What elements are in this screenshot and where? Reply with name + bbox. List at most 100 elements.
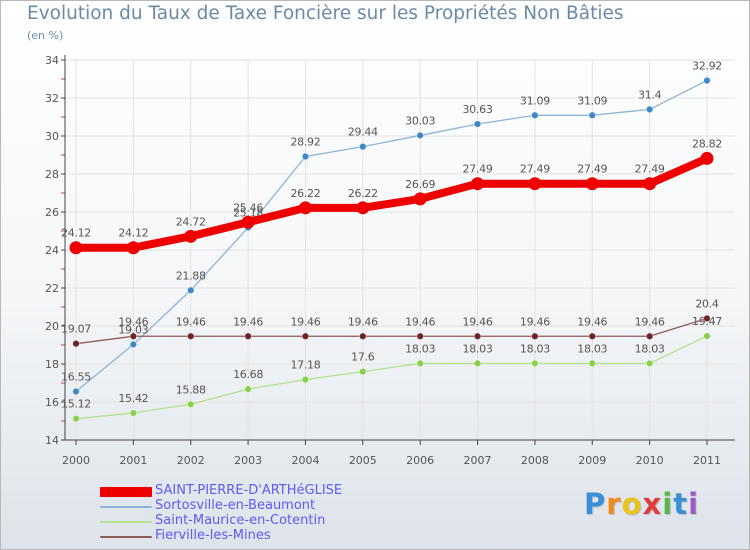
x-tick-label: 2002 <box>177 454 205 467</box>
data-point <box>359 143 367 151</box>
data-label: 19.07 <box>61 323 91 336</box>
logo-letter: i <box>688 487 700 521</box>
data-point <box>298 201 312 215</box>
data-point <box>129 340 137 349</box>
data-point <box>413 192 427 206</box>
data-point <box>588 332 596 340</box>
x-tick-label: 2008 <box>521 454 549 467</box>
data-label: 18.03 <box>577 342 607 355</box>
data-label: 17.6 <box>351 351 375 364</box>
y-tick-label: 28 <box>45 168 59 181</box>
logo-letter: t <box>673 487 689 521</box>
data-label: 17.18 <box>290 359 320 372</box>
chart-title: Evolution du Taux de Taxe Foncière sur l… <box>27 3 624 24</box>
data-point <box>703 76 711 85</box>
legend-label: Fierville-les-Mines <box>155 528 271 543</box>
data-point <box>187 400 195 408</box>
x-tick-label: 2006 <box>406 454 434 467</box>
data-label: 19.46 <box>176 315 206 328</box>
data-label: 26.69 <box>405 178 435 191</box>
data-point <box>184 229 198 243</box>
data-point <box>531 332 539 340</box>
data-point <box>301 332 310 340</box>
data-label: 24.12 <box>61 227 91 240</box>
data-point <box>473 359 482 368</box>
data-point <box>588 359 596 368</box>
data-label: 15.42 <box>118 392 148 405</box>
series-fierville-les-mines: 19.07 19.46 19.46 19.46 19.46 19.46 19.46 19.46… <box>61 297 719 348</box>
data-point <box>72 340 80 348</box>
data-point <box>69 241 83 255</box>
data-point <box>531 359 539 368</box>
legend: SAINT-PIERRE-D'ARTHéGLISE Sortosville-en-… <box>100 483 400 544</box>
data-label: 31.09 <box>577 94 607 107</box>
data-label: 27.49 <box>577 163 607 176</box>
data-point <box>244 385 252 393</box>
series-sortosville-en-beaumont: 16.5519.0321.8825.1828.9229.4430.0330.63… <box>61 60 722 396</box>
data-label: 18.03 <box>405 342 435 355</box>
x-tick-label: 2001 <box>119 454 147 467</box>
x-tick-label: 2007 <box>464 454 492 467</box>
data-label: 31.09 <box>520 94 550 107</box>
series-line <box>75 335 708 420</box>
y-tick-label: 34 <box>45 54 59 67</box>
data-point <box>359 332 367 340</box>
y-tick-label: 16 <box>45 396 59 409</box>
y-tick-label: 14 <box>45 434 59 447</box>
data-point <box>528 177 542 191</box>
data-label: 19.46 <box>290 315 320 328</box>
data-point <box>703 332 711 340</box>
series-line <box>72 154 711 252</box>
y-tick-label: 26 <box>45 206 59 219</box>
data-point <box>416 359 424 368</box>
data-point <box>301 152 310 161</box>
data-point <box>129 332 137 340</box>
y-tick-label: 20 <box>45 320 59 333</box>
data-label: 28.82 <box>692 137 722 150</box>
y-tick-label: 24 <box>45 244 59 257</box>
x-tick-label: 2005 <box>349 454 377 467</box>
data-point <box>646 105 654 113</box>
y-tick-label: 18 <box>45 358 59 371</box>
data-label: 24.12 <box>118 227 148 240</box>
data-point <box>531 111 539 119</box>
x-tick-label: 2003 <box>234 454 262 467</box>
data-label: 18.03 <box>463 342 493 355</box>
series-saint-pierre-d-arth-glise: 24.12 24.12 24.72 25.46 26.22 26.22 26.69 27.49… <box>61 137 722 255</box>
data-label: 20.4 <box>695 297 719 310</box>
legend-label: Sortosville-en-Beaumont <box>155 498 316 513</box>
data-point <box>703 314 711 323</box>
data-label: 19.46 <box>577 315 607 328</box>
legend-label: SAINT-PIERRE-D'ARTHéGLISE <box>155 483 343 498</box>
data-label: 25.46 <box>233 201 263 214</box>
data-point <box>588 111 596 119</box>
data-point <box>244 332 252 340</box>
legend-swatch <box>100 506 152 508</box>
data-label: 19.46 <box>463 315 493 328</box>
data-label: 18.03 <box>520 342 550 355</box>
legend-item: Sortosville-en-Beaumont <box>100 498 400 514</box>
series-line <box>75 79 708 393</box>
logo-letter: o <box>621 487 643 521</box>
y-tick-label: 30 <box>45 130 59 143</box>
data-label: 30.63 <box>463 103 493 116</box>
data-point <box>241 215 255 229</box>
data-label: 19.46 <box>118 315 148 328</box>
logo-letter: r <box>606 487 622 521</box>
data-point <box>129 409 137 417</box>
data-label: 19.46 <box>348 315 378 328</box>
legend-swatch <box>100 521 152 523</box>
x-tick-label: 2010 <box>636 454 664 467</box>
data-label: 32.92 <box>692 60 722 73</box>
logo-letter: x <box>642 487 663 521</box>
data-point <box>700 151 714 165</box>
logo-letter: P <box>584 487 607 521</box>
data-label: 16.68 <box>233 368 263 381</box>
data-point <box>359 368 367 376</box>
data-point <box>473 120 482 128</box>
data-label: 27.49 <box>463 163 493 176</box>
data-point <box>471 177 485 191</box>
data-point <box>646 332 654 340</box>
legend-item: Saint-Maurice-en-Cotentin <box>100 513 400 529</box>
x-tick-label: 2011 <box>693 454 721 467</box>
